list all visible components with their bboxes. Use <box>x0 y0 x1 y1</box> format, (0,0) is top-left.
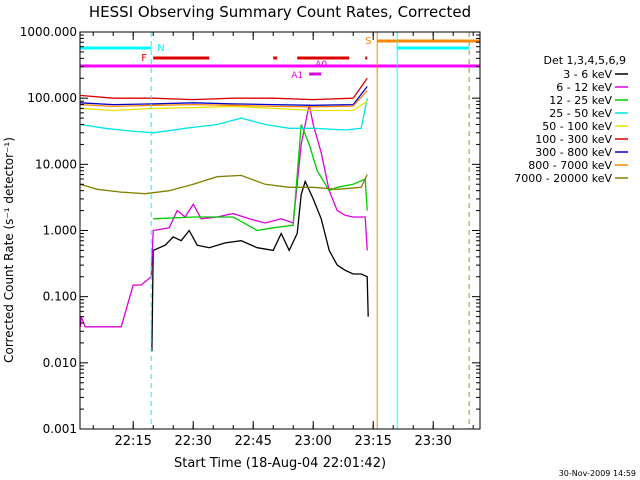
series-50-100-kevline <box>79 100 368 112</box>
axis-layer: 1000.000 100.000 10.000 1.000 0.100 0.010 0.00… <box>20 25 480 449</box>
plot-frame <box>79 31 481 430</box>
y-tick-label: 10.000 <box>35 157 77 171</box>
x-tick-label: 22:30 <box>174 434 211 449</box>
legend-entry-label: 12 - 25 keV <box>549 94 612 107</box>
series-300-800-kevline <box>79 86 368 106</box>
footer-date: 30-Nov-2009 14:59 <box>559 469 636 478</box>
y-axis-title: Corrected Count Rate (s⁻¹ detector⁻¹) <box>2 137 16 363</box>
flag-layer: NF A0 A1 S <box>80 32 480 429</box>
y-tick-label: 0.100 <box>43 290 77 304</box>
x-axis-title: Start Time (18-Aug-04 22:01:42) <box>174 456 386 471</box>
a0-flag-label: A0 <box>315 60 327 70</box>
s-flag-label: S <box>365 36 371 47</box>
legend-entry-label: 3 - 6 keV <box>563 68 612 81</box>
series-25-50-kevline <box>79 98 368 134</box>
series-100-300-kevline <box>79 77 368 101</box>
x-tick-label: 22:15 <box>114 434 151 449</box>
series-800-7000-kevline <box>79 90 368 108</box>
y-tick-label: 0.001 <box>43 422 77 436</box>
series-6-12-kevline <box>79 104 368 328</box>
legend-entry-label: 300 - 800 keV <box>535 146 612 159</box>
series-3-6-kevline <box>151 179 369 352</box>
y-tick-label: 0.010 <box>43 356 77 370</box>
series-7000-20000-kevline <box>79 174 368 195</box>
series-layer <box>79 77 369 352</box>
legend-entry-label: 25 - 50 keV <box>549 107 612 120</box>
chart-title: HESSI Observing Summary Count Rates, Cor… <box>89 3 471 21</box>
x-tick-label: 23:00 <box>294 434 331 449</box>
x-tick-label: 23:30 <box>414 434 451 449</box>
legend-entry-label: 7000 - 20000 keV <box>514 172 612 185</box>
x-tick-label: 22:45 <box>234 434 271 449</box>
a1-flag-label: A1 <box>291 71 303 81</box>
legend-entry-label: 6 - 12 keV <box>556 81 612 94</box>
series-12-25-kevline <box>153 124 368 232</box>
y-tick-label: 1000.000 <box>20 25 77 39</box>
legend-entry-label: 100 - 300 keV <box>535 133 612 146</box>
legend-entry-label: 800 - 7000 keV <box>528 159 612 172</box>
y-tick-label: 100.000 <box>27 91 77 105</box>
y-tick-label: 1.000 <box>43 224 77 238</box>
f-flag-label: F <box>141 53 147 64</box>
n-flag-label: N <box>157 43 164 54</box>
x-tick-label: 23:15 <box>354 434 391 449</box>
legend-title: Det 1,3,4,5,6,9 <box>543 54 626 67</box>
legend-entry-label: 50 - 100 keV <box>542 120 612 133</box>
